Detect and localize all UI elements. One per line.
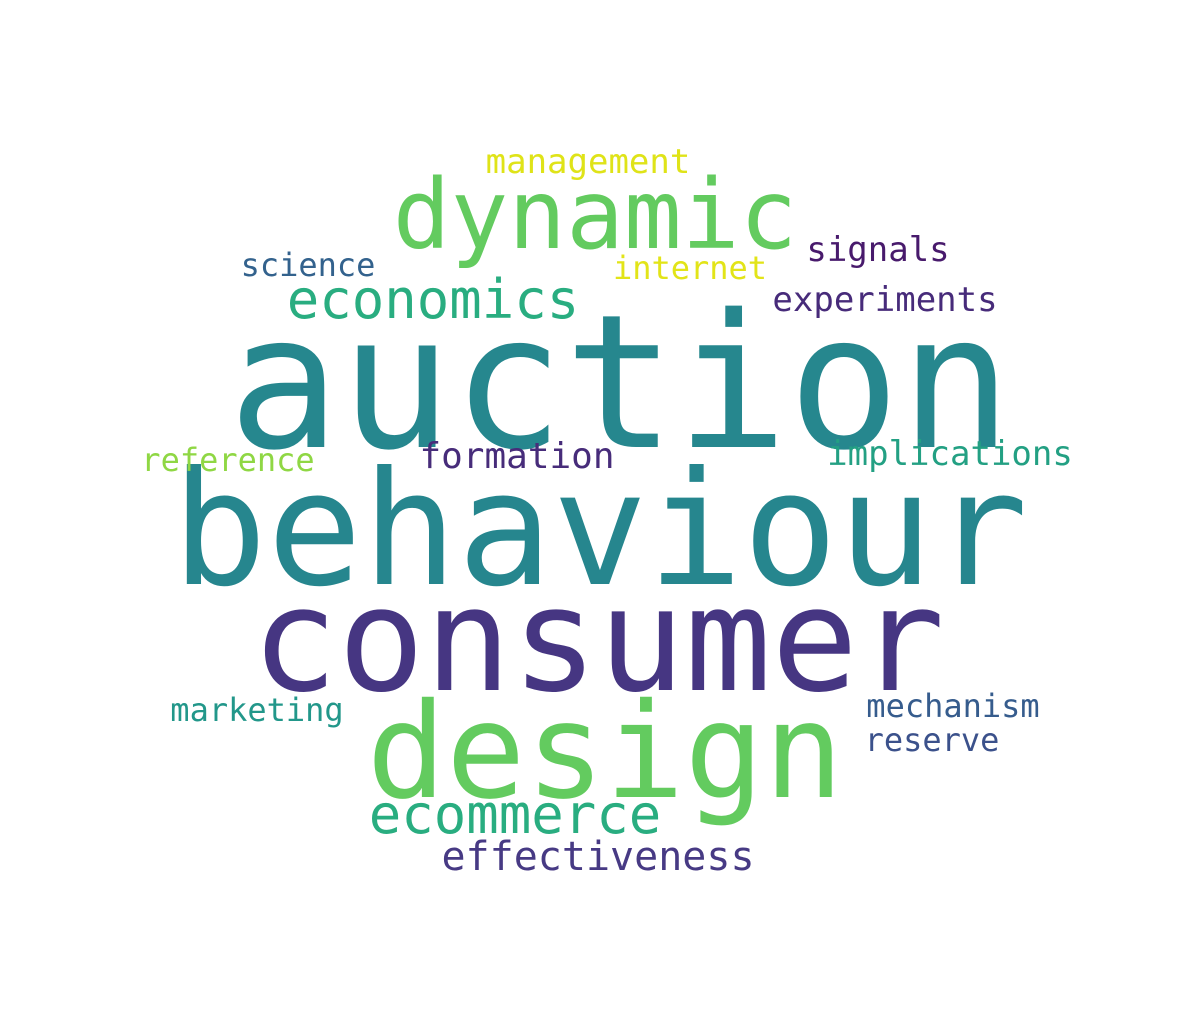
- word-management: management: [485, 142, 691, 182]
- word-internet: internet: [612, 249, 768, 287]
- word-experiments: experiments: [772, 280, 998, 320]
- word-effectiveness: effectiveness: [441, 834, 755, 880]
- word-ecommerce: ecommerce: [368, 783, 662, 846]
- word-marketing: marketing: [170, 691, 344, 729]
- word-mechanism: mechanism: [866, 687, 1040, 725]
- word-design: design: [366, 675, 844, 829]
- word-reserve: reserve: [864, 721, 1000, 759]
- word-science: science: [240, 246, 376, 284]
- word-consumer: consumer: [251, 556, 945, 724]
- word-dynamic: dynamic: [392, 159, 798, 271]
- word-implications: implications: [827, 434, 1073, 474]
- word-signals: signals: [806, 230, 950, 270]
- word-reference: reference: [141, 441, 315, 479]
- word-formation: formation: [419, 436, 615, 477]
- word-auction: auction: [228, 274, 1012, 491]
- word-economics: economics: [286, 268, 580, 331]
- word-behaviour: behaviour: [171, 438, 1029, 622]
